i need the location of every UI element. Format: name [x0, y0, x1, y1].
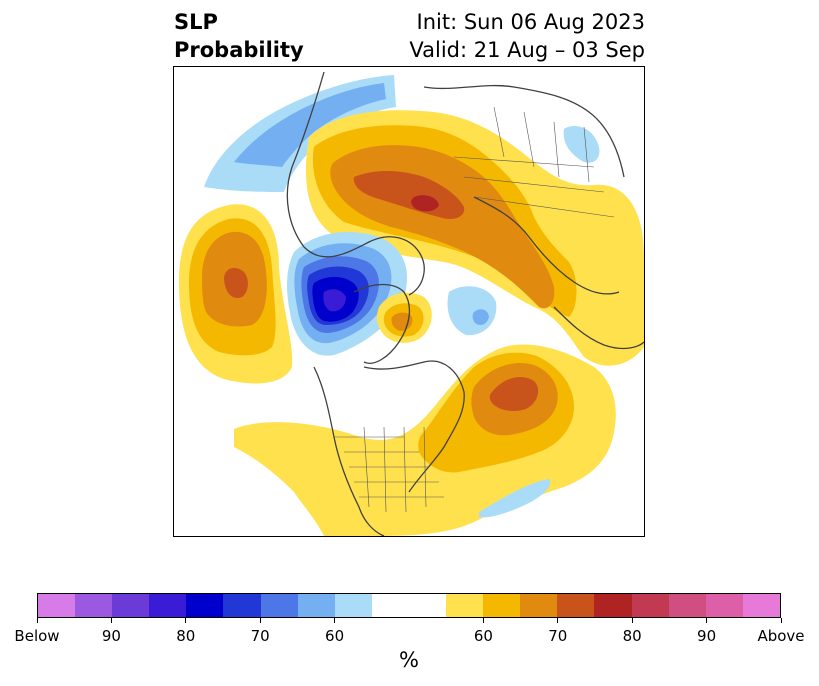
colorbar-swatch	[334, 594, 372, 617]
above-normal-eurasia-80	[411, 195, 439, 212]
colorbar-swatch	[75, 594, 113, 617]
colorbar-swatch	[705, 594, 743, 617]
coastlines	[286, 71, 644, 536]
below-normal-arctic-ocean-small	[447, 286, 497, 336]
colorbar-swatch	[446, 594, 484, 617]
colorbar-tick-label: 70	[250, 627, 270, 645]
colorbar-tick-label: 80	[622, 627, 642, 645]
colorbar-tick	[334, 618, 336, 623]
colorbar-tick	[185, 618, 187, 623]
colorbar-tick-label: 80	[176, 627, 196, 645]
colorbar-swatch	[668, 594, 706, 617]
colorbar-swatch	[260, 594, 298, 617]
map-panel	[173, 66, 645, 537]
colorbar-tick	[780, 618, 782, 623]
colorbar-swatch	[557, 594, 595, 617]
colorbar-swatch	[742, 594, 780, 617]
below-normal-north-atlantic-85	[323, 289, 346, 312]
colorbar-tick	[482, 618, 484, 623]
colorbar-tick-label: Above	[757, 627, 805, 645]
above-normal-north-pacific-75	[224, 267, 248, 298]
colorbar-tick	[557, 618, 559, 623]
above-normal-north-america-75	[489, 376, 539, 411]
colorbar-swatch	[594, 594, 632, 617]
colorbar-tick-label: Below	[14, 627, 60, 645]
colorbar-swatch	[112, 594, 150, 617]
country-borders	[334, 106, 615, 513]
chart-title-dates: Init: Sun 06 Aug 2023 Valid: 21 Aug – 03…	[409, 8, 645, 64]
colorbar-tick	[36, 618, 38, 623]
colorbar-tick-label: 60	[325, 627, 345, 645]
colorbar-tick	[706, 618, 708, 623]
probability-map	[179, 71, 644, 536]
below-normal-north-pacific-arc-inner	[234, 83, 386, 167]
colorbar-tick-label: 90	[101, 627, 121, 645]
colorbar-swatch	[223, 594, 261, 617]
colorbar-tick-label: 70	[548, 627, 568, 645]
colorbar-swatch	[408, 594, 447, 617]
colorbar-swatch	[149, 594, 187, 617]
colorbar-swatch	[38, 594, 76, 617]
title-valid-range: Valid: 21 Aug – 03 Sep	[409, 38, 645, 62]
below-normal-atlantic-small	[479, 479, 551, 518]
colorbar-swatch	[631, 594, 669, 617]
colorbar-swatch	[483, 594, 521, 617]
colorbar-units-label: %	[399, 648, 419, 672]
colorbar-swatch	[520, 594, 558, 617]
chart-title-variable: SLP Probability	[174, 8, 304, 64]
colorbar	[37, 593, 781, 618]
title-variable-line1: SLP	[174, 10, 218, 34]
colorbar-tick	[631, 618, 633, 623]
colorbar-tick	[259, 618, 261, 623]
below-normal-siberia-small	[563, 126, 600, 163]
colorbar-swatch	[186, 594, 224, 617]
colorbar-tick-label: 60	[473, 627, 493, 645]
colorbar-swatch	[371, 594, 409, 617]
title-variable-line2: Probability	[174, 38, 304, 62]
colorbar-swatch	[297, 594, 335, 617]
colorbar-tick-label: 90	[697, 627, 717, 645]
title-init-date: Init: Sun 06 Aug 2023	[416, 10, 645, 34]
colorbar-tick	[110, 618, 112, 623]
below-normal-arctic-ocean-small-60	[472, 309, 489, 325]
